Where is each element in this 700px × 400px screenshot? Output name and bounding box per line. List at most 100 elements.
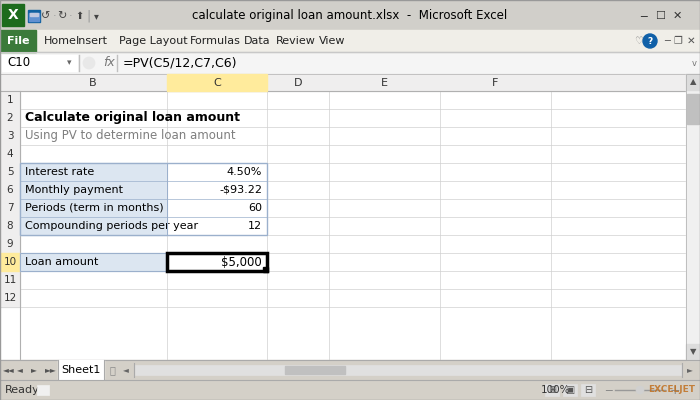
Text: 12: 12 <box>4 293 17 303</box>
Bar <box>0 217 20 235</box>
Bar <box>0 289 20 307</box>
Text: ↻: ↻ <box>57 11 66 21</box>
Bar <box>0 181 20 199</box>
Text: File: File <box>7 36 29 46</box>
Text: ↺: ↺ <box>41 11 50 21</box>
Text: Interest rate: Interest rate <box>25 167 94 177</box>
Bar <box>2 4 24 26</box>
Bar <box>167 253 267 271</box>
Text: ─: ─ <box>664 36 670 46</box>
Text: B: B <box>89 78 97 88</box>
Text: ▲: ▲ <box>690 78 696 86</box>
Bar <box>20 199 167 217</box>
Bar <box>0 360 700 380</box>
Bar <box>686 344 700 360</box>
Text: ?: ? <box>648 36 652 46</box>
Text: ─: ─ <box>605 385 612 395</box>
Text: 6: 6 <box>7 185 13 195</box>
Text: D: D <box>294 78 302 88</box>
Circle shape <box>83 57 95 69</box>
Text: C: C <box>213 78 221 88</box>
Bar <box>167 199 267 217</box>
Bar <box>0 0 700 30</box>
Bar <box>2 55 77 71</box>
Text: Periods (term in months): Periods (term in months) <box>25 203 164 213</box>
Bar <box>0 127 20 145</box>
Text: 5: 5 <box>7 167 13 177</box>
Text: ▣: ▣ <box>566 385 575 395</box>
Text: ►►: ►► <box>45 366 57 374</box>
Text: 3: 3 <box>7 131 13 141</box>
Text: ♡: ♡ <box>634 36 643 46</box>
Text: Compounding periods per year: Compounding periods per year <box>25 221 198 231</box>
Text: Page Layout: Page Layout <box>119 36 188 46</box>
Bar <box>0 91 20 109</box>
Text: v: v <box>692 58 697 68</box>
Bar <box>20 181 167 199</box>
Text: ─: ─ <box>640 11 646 21</box>
Text: Monthly payment: Monthly payment <box>25 185 123 195</box>
Text: 7: 7 <box>7 203 13 213</box>
Text: |: | <box>86 10 90 22</box>
Circle shape <box>643 34 657 48</box>
Text: ⊞: ⊞ <box>548 385 556 395</box>
Bar <box>0 380 700 400</box>
Text: 11: 11 <box>4 275 17 285</box>
Text: ⊟: ⊟ <box>584 385 592 395</box>
Text: 12: 12 <box>248 221 262 231</box>
Text: ►: ► <box>687 366 693 374</box>
Bar <box>167 217 267 235</box>
Bar <box>0 163 20 181</box>
Text: 2: 2 <box>7 113 13 123</box>
Text: Data: Data <box>244 36 270 46</box>
Text: +: + <box>670 384 680 396</box>
Text: Home: Home <box>44 36 77 46</box>
Text: ◄: ◄ <box>123 366 129 374</box>
Text: fx: fx <box>103 56 115 70</box>
Text: ·: · <box>53 11 57 21</box>
Text: ◄: ◄ <box>17 366 23 374</box>
Bar <box>167 253 267 271</box>
Bar <box>0 199 20 217</box>
Bar <box>167 163 267 181</box>
Bar <box>0 52 700 74</box>
Bar <box>0 30 700 52</box>
Bar <box>263 267 268 272</box>
Text: =PV(C5/12,C7,C6): =PV(C5/12,C7,C6) <box>123 56 237 70</box>
Text: 100%: 100% <box>540 385 570 395</box>
Bar <box>0 253 20 271</box>
Bar <box>29 13 39 21</box>
Text: 8: 8 <box>7 221 13 231</box>
Text: Formulas: Formulas <box>190 36 240 46</box>
Text: E: E <box>381 78 388 88</box>
Text: 4: 4 <box>7 149 13 159</box>
Bar <box>135 365 681 375</box>
Text: 9: 9 <box>7 239 13 249</box>
Text: ✕: ✕ <box>672 11 682 21</box>
Text: 4.50%: 4.50% <box>227 167 262 177</box>
Bar <box>0 145 20 163</box>
Circle shape <box>636 386 644 394</box>
Bar <box>20 253 167 271</box>
Text: Loan amount: Loan amount <box>25 257 99 267</box>
Bar <box>20 253 167 271</box>
Text: EXCELJET: EXCELJET <box>648 386 695 394</box>
Text: $5,000: $5,000 <box>221 256 262 268</box>
Bar <box>0 74 686 91</box>
Bar <box>686 74 700 360</box>
Text: Insert: Insert <box>76 36 108 46</box>
Bar <box>0 91 686 360</box>
Text: ❐: ❐ <box>673 36 682 46</box>
Bar <box>563 384 577 396</box>
Bar <box>167 74 267 91</box>
Text: ·: · <box>69 11 73 21</box>
Text: ◄◄: ◄◄ <box>3 366 15 374</box>
Text: ▾: ▾ <box>94 11 99 21</box>
Text: F: F <box>492 78 498 88</box>
Text: View: View <box>318 36 345 46</box>
Text: Sheet1: Sheet1 <box>62 365 101 375</box>
Bar <box>687 94 699 124</box>
Bar <box>58 360 104 379</box>
Bar <box>30 13 38 16</box>
Bar <box>0 235 20 253</box>
